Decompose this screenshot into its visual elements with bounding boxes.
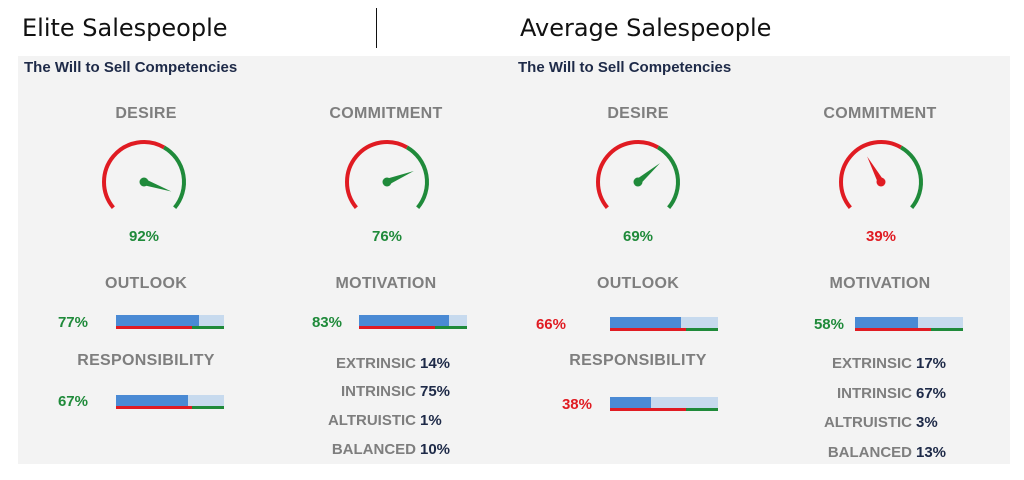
outlook-label: OUTLOOK <box>596 275 680 292</box>
commitment-value: 39% <box>865 228 897 245</box>
motivation-bar <box>855 317 963 331</box>
gauge-arc-low <box>839 140 902 209</box>
gauge-arc-high <box>656 145 680 209</box>
bar-scale-line <box>855 328 963 331</box>
gauge-needle <box>867 156 884 184</box>
altruistic-value: 3% <box>916 414 938 431</box>
bar-fill <box>610 317 681 328</box>
outlook-value: 66% <box>535 316 566 333</box>
intrinsic-value: 75% <box>420 383 451 400</box>
motivation-label: MOTIVATION <box>335 275 437 292</box>
average-panel: The Will to Sell Competencies DESIRE 69%… <box>512 56 1010 464</box>
gauge-arc-high <box>899 145 923 209</box>
bar-scale-low <box>855 328 931 331</box>
bar-fill <box>855 317 918 328</box>
panel-title: The Will to Sell Competencies <box>518 59 732 76</box>
bar-scale-low <box>610 328 686 331</box>
elite-heading: Elite Salespeople <box>22 14 228 42</box>
motivation-bar <box>359 315 467 329</box>
altruistic-label: ALTRUISTIC <box>823 414 912 431</box>
balanced-value: 10% <box>420 441 451 458</box>
panel-title: The Will to Sell Competencies <box>24 59 238 76</box>
responsibility-label: RESPONSIBILITY <box>77 352 215 369</box>
extrinsic-value: 17% <box>916 355 947 372</box>
intrinsic-value: 67% <box>916 385 947 402</box>
extrinsic-value: 14% <box>420 355 451 372</box>
outlook-bar <box>116 315 224 329</box>
elite-panel: The Will to Sell Competencies DESIRE 92%… <box>18 56 516 464</box>
gauge-arc-low <box>345 140 408 209</box>
bar-scale-low <box>359 326 435 329</box>
commitment-gauge <box>839 140 923 209</box>
altruistic-label: ALTRUISTIC <box>327 412 416 429</box>
gauge-needle <box>142 178 172 192</box>
bar-scale-line <box>359 326 467 329</box>
gauge-needle <box>635 163 661 185</box>
motivation-value: 58% <box>813 316 844 333</box>
responsibility-bar <box>116 395 224 409</box>
bar-track <box>610 397 718 408</box>
commitment-value: 76% <box>371 228 403 245</box>
gauge-hub <box>633 177 643 187</box>
responsibility-label: RESPONSIBILITY <box>569 352 707 369</box>
responsibility-value: 67% <box>57 393 88 410</box>
desire-value: 69% <box>622 228 654 245</box>
heading-divider <box>376 8 377 48</box>
gauge-arc-low <box>102 140 165 209</box>
gauge-needle <box>385 170 414 185</box>
motivation-value: 83% <box>311 314 342 331</box>
bar-scale-line <box>116 326 224 329</box>
bar-scale-line <box>116 406 224 409</box>
commitment-label: COMMITMENT <box>329 105 443 122</box>
responsibility-value: 38% <box>561 396 592 413</box>
responsibility-bar <box>610 397 718 411</box>
desire-label: DESIRE <box>115 105 177 122</box>
bar-fill <box>359 315 449 326</box>
commitment-label: COMMITMENT <box>823 105 937 122</box>
balanced-label: BALANCED <box>827 444 912 461</box>
commitment-gauge <box>345 140 429 209</box>
bar-scale-line <box>610 328 718 331</box>
extrinsic-label: EXTRINSIC <box>831 355 912 372</box>
intrinsic-label: INTRINSIC <box>837 385 912 402</box>
gauge-hub <box>139 177 149 187</box>
bar-fill <box>116 395 188 406</box>
outlook-bar <box>610 317 718 331</box>
average-heading: Average Salespeople <box>520 14 772 42</box>
desire-value: 92% <box>128 228 160 245</box>
balanced-value: 13% <box>916 444 947 461</box>
bar-scale-low <box>116 406 192 409</box>
intrinsic-label: INTRINSIC <box>341 383 416 400</box>
outlook-value: 77% <box>57 314 88 331</box>
gauge-arc-high <box>162 145 186 209</box>
bar-fill <box>610 397 651 408</box>
bar-fill <box>116 315 199 326</box>
outlook-label: OUTLOOK <box>104 275 188 292</box>
desire-label: DESIRE <box>607 105 669 122</box>
bar-scale-line <box>610 408 718 411</box>
extrinsic-label: EXTRINSIC <box>335 355 416 372</box>
altruistic-value: 1% <box>420 412 442 429</box>
desire-gauge <box>596 140 680 209</box>
gauge-hub <box>382 177 392 187</box>
desire-gauge <box>102 140 186 209</box>
gauge-arc-low <box>596 140 659 209</box>
gauge-hub <box>876 177 886 187</box>
balanced-label: BALANCED <box>331 441 416 458</box>
bar-scale-low <box>610 408 686 411</box>
motivation-label: MOTIVATION <box>829 275 931 292</box>
gauge-arc-high <box>405 145 429 209</box>
bar-scale-low <box>116 326 192 329</box>
